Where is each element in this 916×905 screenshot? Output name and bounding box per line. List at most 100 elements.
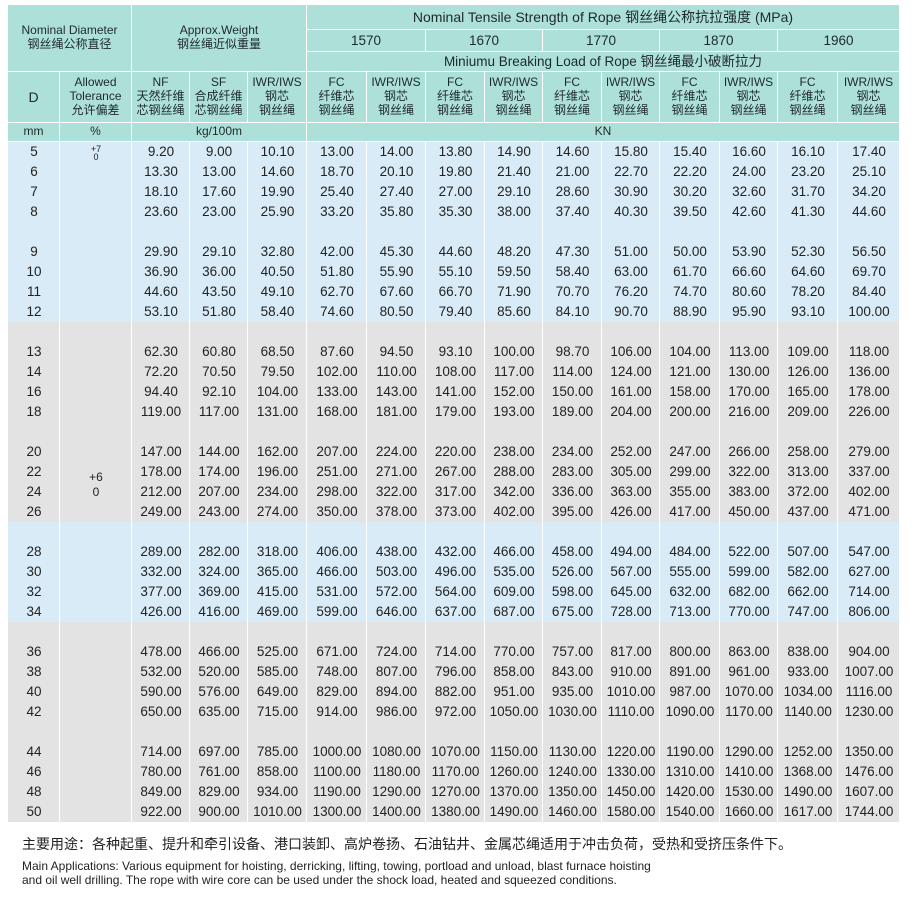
value: 147.00 (140, 444, 182, 459)
value: 922.00 (140, 804, 182, 819)
diameter: 12 (26, 304, 42, 319)
column-header-line: 钢丝绳 (318, 102, 355, 117)
value: 1476.00 (844, 764, 894, 779)
value: 204.00 (610, 404, 652, 419)
unit: kg/100m (132, 123, 307, 142)
value: 40.30 (614, 204, 648, 219)
value: 1230.00 (844, 704, 894, 719)
diameter: 6 (30, 164, 38, 179)
column-header-line: SF (210, 75, 227, 90)
value: 935.00 (551, 684, 594, 699)
value: 891.00 (669, 664, 711, 679)
value: 84.10 (555, 304, 590, 319)
column-header-line: 钢丝绳 (671, 102, 708, 117)
value: 426.00 (140, 604, 182, 619)
value: 35.30 (438, 204, 473, 219)
column-header-line: 钢丝绳 (612, 102, 649, 117)
value: 894.00 (375, 684, 418, 699)
column-header-line: 合成纤维 (194, 89, 243, 104)
group-background (60, 622, 132, 822)
value: 1190.00 (313, 784, 361, 799)
column-header-line: 纤维芯 (789, 89, 826, 104)
value: 972.00 (434, 704, 477, 719)
value: 322.00 (375, 484, 418, 499)
value: 63.00 (614, 264, 648, 279)
value: 9.20 (147, 144, 175, 159)
column-header-line: FC (447, 75, 463, 90)
column-header-line: FC (564, 75, 580, 90)
approx-weight-header-line: 钢丝绳近似重量 (176, 37, 261, 51)
value: 59.50 (497, 264, 531, 279)
value: 24.00 (732, 164, 766, 179)
value: 582.00 (787, 564, 829, 579)
value: 19.80 (438, 164, 473, 179)
value: 829.00 (316, 684, 358, 699)
group-background (8, 622, 60, 822)
column-header-line: 纤维芯 (671, 89, 708, 104)
value: 402.00 (848, 484, 890, 499)
column-header-line: Tolerance (69, 89, 122, 104)
value: 20.10 (379, 164, 414, 179)
group-background (132, 522, 190, 622)
column-header-line: 芯钢丝绳 (136, 102, 185, 117)
column-header: IWR/IWS 钢芯 钢丝绳 (720, 72, 778, 123)
group-background (720, 522, 778, 622)
diameter: 7 (30, 184, 38, 199)
column-header-line: FC (799, 75, 816, 90)
value: 770.00 (493, 644, 535, 659)
column-header-line: D (28, 88, 39, 105)
value: 38.00 (497, 204, 531, 219)
value: 635.00 (198, 704, 240, 719)
grade-header: 1960 (778, 30, 900, 52)
diameter: 26 (26, 504, 42, 519)
column-header: FC 纤维芯 钢丝绳 (660, 72, 720, 123)
group-background (132, 142, 190, 322)
value: 572.00 (375, 584, 418, 599)
value: 933.00 (787, 664, 829, 679)
value: 224.00 (375, 444, 418, 459)
diameter: 40 (26, 684, 42, 699)
value: 216.00 (728, 404, 770, 419)
value: 37.40 (555, 204, 590, 219)
column-header-line: 钢丝绳 (553, 102, 590, 117)
value: 117.00 (198, 404, 240, 419)
value: 76.20 (614, 284, 648, 299)
group-background (778, 522, 838, 622)
value: 21.40 (497, 164, 531, 179)
group-background (8, 142, 60, 322)
value: 1010.00 (606, 684, 656, 699)
value: 126.00 (787, 364, 829, 379)
value: 14.90 (497, 144, 531, 159)
group-background (602, 142, 660, 322)
value: 121.00 (669, 364, 711, 379)
value: 74.60 (320, 304, 354, 319)
value: 900.00 (198, 804, 240, 819)
column-header-line: 钢芯 (618, 89, 643, 104)
value: 469.00 (256, 604, 299, 619)
value: 162.00 (256, 444, 299, 459)
diameter: 14 (26, 364, 42, 379)
group-background (602, 522, 660, 622)
value: 283.00 (551, 464, 594, 479)
value: 165.00 (787, 384, 829, 399)
value: 450.00 (728, 504, 770, 519)
value: 9.00 (205, 144, 233, 159)
value: 687.00 (493, 604, 535, 619)
group-background (838, 622, 900, 822)
group-background (660, 622, 720, 822)
group-background (426, 142, 485, 322)
diameter: 28 (26, 544, 42, 559)
column-header: FC 纤维芯 钢丝绳 (307, 72, 367, 123)
value: 93.10 (438, 344, 473, 359)
value: 1050.00 (489, 704, 539, 719)
value: 279.00 (848, 444, 890, 459)
value: 406.00 (316, 544, 358, 559)
column-header: D (8, 72, 60, 123)
column-header-line: 钢芯 (383, 89, 408, 104)
diameter: 20 (26, 444, 42, 459)
value: 25.10 (852, 164, 886, 179)
value: 178.00 (848, 384, 890, 399)
value: 715.00 (256, 704, 299, 719)
value: 51.00 (614, 244, 648, 259)
